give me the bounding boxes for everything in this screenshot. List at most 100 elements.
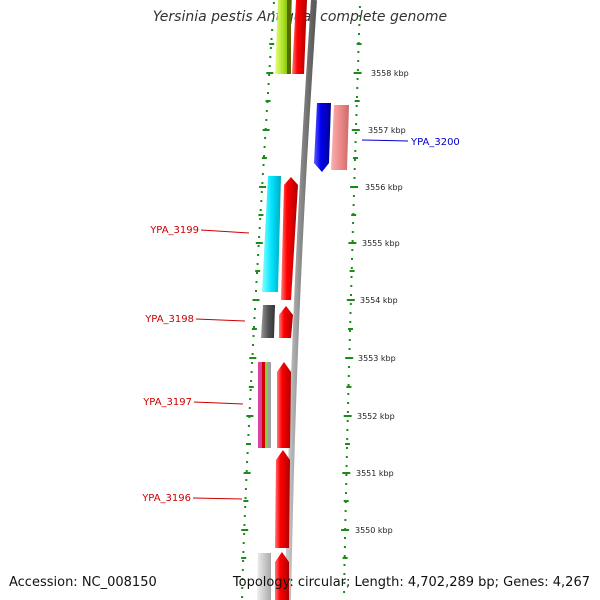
scale-tick [261, 157, 267, 159]
other-genes [257, 0, 292, 600]
scale-tick [343, 415, 352, 417]
gene-block [262, 362, 265, 448]
ring-dot [355, 105, 358, 107]
ring-dot [256, 263, 259, 265]
ring-dot [251, 353, 254, 355]
scale-tick [354, 100, 360, 102]
gene-label-ypa-3198[interactable]: YPA_3198 [144, 314, 194, 325]
dotted-ring-left [241, 2, 275, 598]
ring-dot [252, 344, 254, 346]
ring-dot [351, 249, 354, 251]
ring-dot [350, 285, 353, 287]
ring-dot [271, 20, 274, 22]
scale-tick [251, 328, 257, 330]
ring-dot [241, 569, 244, 571]
ring-dot [272, 11, 275, 13]
gene-label-ypa-3196[interactable]: YPA_3196 [141, 493, 191, 504]
reverse-genes [314, 103, 349, 172]
ring-dot [251, 362, 254, 364]
ring-dot [344, 537, 346, 539]
scale-tick [246, 443, 251, 445]
ring-dot [354, 150, 357, 152]
ring-dot [352, 195, 355, 197]
ring-dot [265, 119, 268, 121]
ring-dot [267, 92, 269, 94]
ring-dot [259, 209, 262, 211]
scale-tick [348, 328, 353, 330]
scale-tick [349, 270, 355, 272]
gene-label-ypa-3199[interactable]: YPA_3199 [149, 225, 199, 236]
scale-tick [356, 43, 362, 45]
scale-label: 3556 kbp [365, 183, 403, 192]
scale-tick [342, 557, 348, 559]
scale-tick [350, 186, 359, 188]
ring-dot [343, 546, 346, 548]
scale-label: 3550 kbp [355, 526, 393, 535]
topology-text: Topology: circular; Length: 4,702,289 bp… [232, 575, 590, 590]
ring-dot [351, 231, 354, 233]
ring-dot [358, 33, 360, 35]
ring-dot [242, 542, 245, 544]
scale-tick [353, 72, 362, 74]
ring-dot [253, 317, 256, 319]
gene-block [287, 0, 291, 74]
ring-dot [356, 69, 359, 71]
ring-dot [269, 47, 272, 49]
ring-dot [347, 402, 350, 404]
ring-dot [263, 146, 266, 148]
ring-dot [262, 164, 265, 166]
ring-dot [247, 434, 250, 436]
ring-dot [261, 173, 264, 175]
ring-dot [268, 65, 271, 67]
gene-label-ypa-3197[interactable]: YPA_3197 [142, 397, 192, 408]
scale-tick [353, 157, 358, 159]
ring-dot [350, 267, 353, 269]
ring-dot [256, 272, 258, 274]
ring-dot [346, 447, 348, 449]
gene-arrow [292, 0, 307, 74]
ring-dot [248, 407, 251, 409]
ring-dot [257, 254, 260, 256]
ring-dot [348, 348, 351, 350]
ring-dot [241, 587, 244, 589]
gene-arrow [277, 362, 291, 448]
scale-tick [269, 43, 275, 45]
ring-dot [270, 38, 273, 40]
ring-dot [265, 110, 268, 112]
ring-dot [244, 488, 247, 490]
scale-tick [258, 214, 264, 216]
scale-label: 3554 kbp [360, 296, 398, 305]
leader-line [192, 497, 243, 500]
leader-line [361, 139, 409, 142]
scale-tick [255, 242, 263, 244]
leader-line [195, 318, 246, 322]
gene-block [265, 362, 268, 448]
gene-arrow [275, 450, 290, 548]
label-leaders [192, 139, 409, 500]
ring-dot [249, 389, 252, 391]
scale-tick [241, 529, 249, 531]
ring-dot [268, 74, 271, 76]
ring-dot [358, 24, 361, 26]
scale-tick [241, 557, 247, 559]
ring-dot [258, 236, 261, 238]
ring-dot [356, 96, 358, 98]
ring-dot [344, 519, 347, 521]
ring-dot [345, 483, 348, 485]
leader-line [200, 229, 250, 234]
ring-dot [346, 411, 349, 413]
ring-dot [357, 51, 360, 53]
ring-dot [245, 470, 248, 472]
leader-line [193, 401, 244, 405]
ring-dot [261, 182, 264, 184]
ring-dot [347, 384, 350, 386]
ring-dot [343, 564, 346, 566]
ring-dot [356, 78, 359, 80]
ring-dot [250, 371, 253, 373]
scale-label: 3551 kbp [356, 469, 394, 478]
gene-label-ypa-3200[interactable]: YPA_3200 [410, 137, 460, 148]
scale-tick [243, 500, 249, 502]
ring-dot [348, 366, 350, 368]
